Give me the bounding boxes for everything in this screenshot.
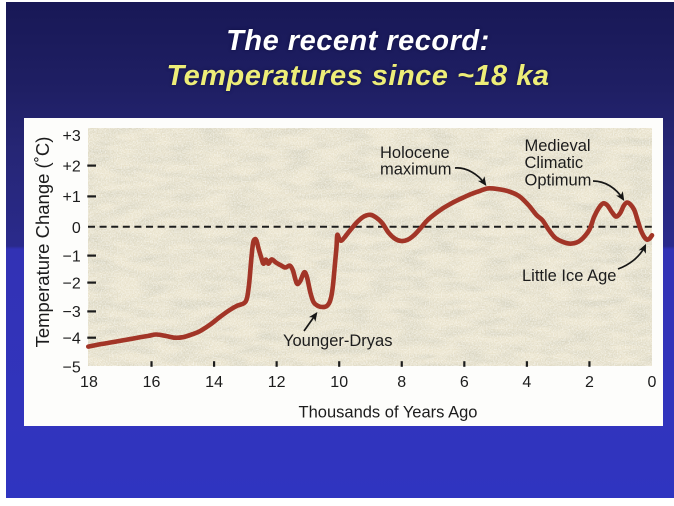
y-tick-label: −4	[63, 331, 81, 348]
annotation-label-medieval-climatic-optimum: Medieval	[525, 137, 591, 155]
annotation-little-ice-age: Little Ice Age	[522, 243, 646, 285]
plot-area	[88, 128, 652, 366]
x-tick-label: 14	[205, 374, 223, 391]
x-tick-label: 16	[143, 374, 161, 391]
y-axis-title: Temperature Change (˚C)	[32, 137, 53, 348]
y-tick-label: +2	[63, 158, 81, 175]
annotation-arrow-medieval-climatic-optimum-icon	[592, 180, 625, 202]
annotation-label-little-ice-age: Little Ice Age	[522, 267, 616, 285]
x-tick-label: 6	[460, 374, 469, 391]
y-tick-label: −1	[63, 248, 81, 265]
y-tick-label: +3	[63, 128, 81, 145]
figure-panel: +3 +2 +1 0 −1 −2 −3 −4 −5 18 16 14 12 10 8 6 4 2 0 Holocen…	[24, 118, 663, 426]
x-tick-label: 2	[585, 374, 594, 391]
x-tick-label: 0	[648, 374, 657, 391]
y-tick-label: 0	[72, 220, 81, 237]
x-tick-label: 8	[397, 374, 406, 391]
plot-paper-grain	[88, 128, 652, 366]
slide-title: The recent record: Temperatures since ~1…	[43, 24, 673, 94]
x-tick-label: 4	[522, 374, 531, 391]
y-tick-label: −3	[63, 304, 81, 321]
annotation-arrow-holocene-maximum-icon	[454, 167, 487, 186]
temperature-chart: +3 +2 +1 0 −1 −2 −3 −4 −518 16 14 12 10 8 6 4 2 0 Holocen…	[32, 128, 657, 422]
y-tick-label: −2	[63, 275, 81, 292]
annotation-arrow-little-ice-age-icon	[617, 243, 646, 270]
y-tick-label: +1	[63, 189, 81, 206]
slide-title-line2: Temperatures since ~18 ka	[166, 60, 550, 92]
annotation-label-medieval-climatic-optimum: Optimum	[525, 171, 592, 189]
annotation-label-holocene-maximum: maximum	[380, 161, 452, 179]
annotation-label-younger-dryas: Younger-Dryas	[283, 332, 392, 350]
x-axis-title: Thousands of Years Ago	[299, 404, 478, 422]
annotation-label-medieval-climatic-optimum: Climatic	[525, 154, 584, 172]
annotation-arrow-younger-dryas-icon	[303, 312, 318, 332]
annotation-younger-dryas: Younger-Dryas	[283, 312, 392, 350]
x-tick-label: 12	[268, 374, 286, 391]
y-tick-label: −5	[63, 359, 81, 376]
annotation-label-holocene-maximum: Holocene	[380, 144, 450, 162]
axis-marks: +3 +2 +1 0 −1 −2 −3 −4 −518 16 14 12 10 8 6 4 2 0	[63, 128, 657, 391]
slide-background: The recent record: Temperatures since ~1…	[6, 2, 674, 498]
x-tick-label: 10	[330, 374, 348, 391]
slide-title-line1: The recent record:	[226, 25, 490, 57]
x-tick-label: 18	[80, 374, 98, 391]
temperature-series-line	[86, 185, 655, 349]
temperature-curve	[86, 185, 655, 349]
